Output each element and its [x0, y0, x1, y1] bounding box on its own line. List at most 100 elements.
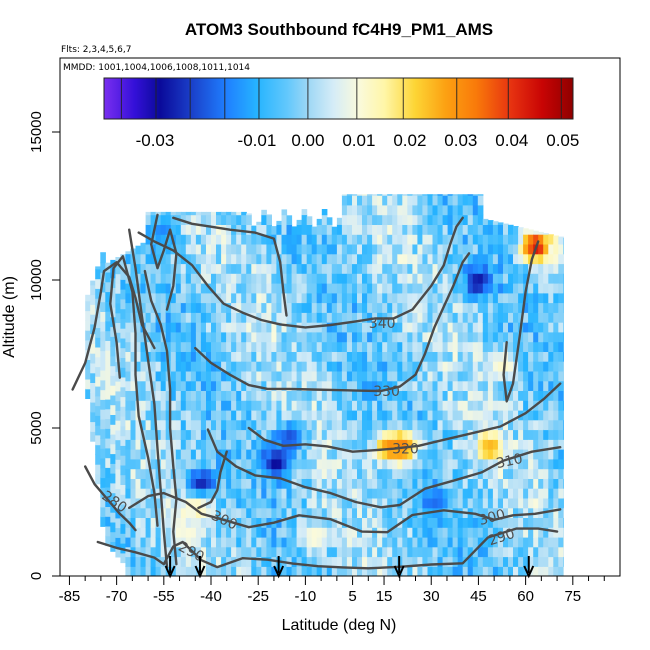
- heatmap-cell: [211, 302, 217, 313]
- heatmap-cell: [402, 224, 408, 235]
- heatmap-cell: [533, 429, 539, 440]
- heatmap-cell: [372, 507, 378, 518]
- heatmap-cell: [558, 449, 564, 460]
- heatmap-cell: [226, 449, 232, 460]
- heatmap-cell: [407, 351, 413, 362]
- heatmap-cell: [195, 546, 202, 558]
- heatmap-cell: [538, 390, 544, 401]
- heatmap-cell: [508, 302, 514, 313]
- heatmap-cell: [180, 458, 187, 470]
- heatmap-cell: [336, 380, 343, 391]
- heatmap-cell: [553, 322, 559, 333]
- heatmap-cell: [397, 419, 403, 431]
- heatmap-cell: [523, 243, 529, 255]
- heatmap-cell: [402, 253, 408, 265]
- heatmap-cell: [432, 195, 439, 206]
- heatmap-cell: [341, 312, 348, 323]
- heatmap-cell: [548, 546, 554, 558]
- heatmap-cell: [145, 517, 152, 528]
- heatmap-cell: [110, 482, 116, 494]
- heatmap-cell: [387, 341, 393, 352]
- heatmap-cell: [226, 527, 232, 538]
- heatmap-cell: [482, 243, 489, 255]
- heatmap-cell: [533, 546, 539, 558]
- heatmap-cell: [286, 390, 293, 401]
- heatmap-cell: [296, 429, 303, 440]
- heatmap-cell: [533, 536, 539, 548]
- heatmap-cell: [492, 449, 499, 460]
- heatmap-cell: [437, 351, 444, 362]
- heatmap-cell: [291, 302, 298, 313]
- heatmap-cell: [558, 478, 564, 489]
- heatmap-cell: [165, 390, 172, 401]
- heatmap-cell: [503, 497, 509, 509]
- heatmap-cell: [170, 370, 177, 382]
- heatmap-cell: [100, 399, 106, 410]
- heatmap-cell: [236, 527, 242, 538]
- heatmap-cell: [316, 234, 323, 245]
- heatmap-cell: [362, 439, 368, 450]
- heatmap-cell: [211, 419, 217, 431]
- heatmap-cell: [558, 409, 564, 421]
- heatmap-cell: [90, 372, 96, 383]
- heatmap-cell: [336, 234, 343, 245]
- heatmap-cell: [352, 322, 358, 333]
- heatmap-cell: [377, 517, 383, 528]
- heatmap-cell: [105, 428, 111, 439]
- contour-line: [143, 269, 178, 566]
- heatmap-cell: [377, 449, 383, 460]
- heatmap-cell: [266, 302, 272, 313]
- heatmap-cell: [392, 283, 398, 294]
- heatmap-cell: [261, 234, 267, 245]
- heatmap-cell: [130, 517, 137, 528]
- heatmap-cell: [437, 194, 444, 196]
- heatmap-cell: [422, 312, 428, 323]
- heatmap-cell: [387, 497, 393, 509]
- heatmap-cell: [357, 370, 363, 382]
- heatmap-cell: [563, 351, 564, 362]
- heatmap-cell: [231, 253, 237, 265]
- heatmap-cell: [407, 302, 413, 313]
- heatmap-cell: [341, 556, 348, 567]
- heatmap-cell: [563, 439, 564, 450]
- heatmap-cell: [427, 341, 434, 352]
- heatmap-cell: [422, 331, 428, 343]
- heatmap-cell: [523, 409, 529, 421]
- heatmap-cell: [472, 458, 479, 470]
- heatmap-cell: [553, 556, 559, 567]
- heatmap-cell: [236, 263, 242, 274]
- heatmap-cell: [296, 273, 303, 284]
- heatmap-cell: [427, 546, 434, 558]
- heatmap-cell: [528, 527, 534, 538]
- heatmap-cell: [452, 546, 459, 558]
- heatmap-cell: [442, 409, 449, 421]
- heatmap-cell: [528, 458, 534, 470]
- heatmap-cell: [518, 380, 524, 391]
- heatmap-cell: [190, 341, 197, 352]
- heatmap-cell: [402, 507, 408, 518]
- heatmap-cell: [276, 546, 282, 558]
- heatmap-cell: [246, 536, 252, 548]
- heatmap-cell: [427, 409, 434, 421]
- heatmap-cell: [447, 351, 454, 362]
- heatmap-cell: [256, 419, 262, 431]
- heatmap-cell: [548, 566, 554, 576]
- heatmap-cell: [241, 488, 247, 499]
- heatmap-cell: [513, 419, 519, 431]
- heatmap-cell: [462, 409, 469, 421]
- heatmap-cell: [251, 283, 257, 294]
- heatmap-cell: [251, 507, 257, 518]
- heatmap-cell: [392, 556, 398, 567]
- heatmap-cell: [523, 517, 529, 528]
- heatmap-cell: [326, 312, 333, 323]
- heatmap-cell: [341, 468, 348, 479]
- heatmap-cell: [221, 312, 227, 323]
- heatmap-cell: [513, 312, 519, 323]
- heatmap-cell: [195, 527, 202, 538]
- heatmap-cell: [341, 370, 348, 382]
- heatmap-cell: [452, 312, 459, 323]
- heatmap-cell: [442, 546, 449, 558]
- heatmap-cell: [155, 497, 162, 509]
- heatmap-cell: [437, 449, 444, 460]
- heatmap-cell: [352, 409, 358, 421]
